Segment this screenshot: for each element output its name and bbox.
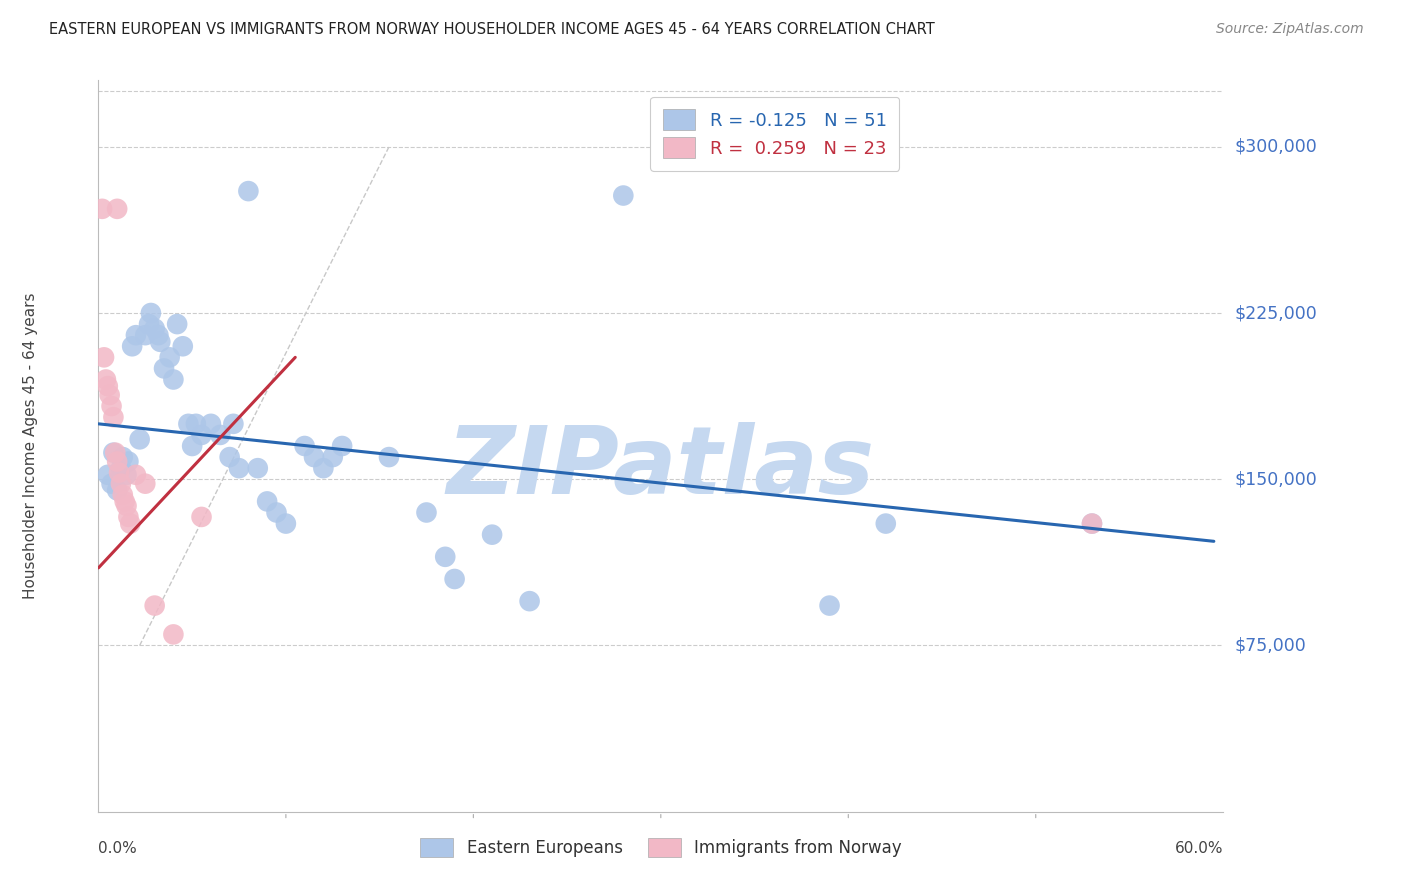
- Point: [125, 328, 148, 343]
- Point: [115, 467, 138, 482]
- Point: [172, 339, 194, 353]
- Point: [443, 572, 465, 586]
- Point: [115, 499, 138, 513]
- Point: [111, 488, 134, 502]
- Text: EASTERN EUROPEAN VS IMMIGRANTS FROM NORWAY HOUSEHOLDER INCOME AGES 45 - 64 YEARS: EASTERN EUROPEAN VS IMMIGRANTS FROM NORW…: [49, 22, 935, 37]
- Point: [322, 450, 344, 464]
- Point: [162, 627, 184, 641]
- Point: [434, 549, 457, 564]
- Point: [94, 372, 117, 386]
- Point: [108, 466, 131, 480]
- Point: [200, 417, 222, 431]
- Point: [415, 506, 437, 520]
- Point: [111, 450, 134, 464]
- Point: [519, 594, 541, 608]
- Point: [294, 439, 316, 453]
- Text: $150,000: $150,000: [1234, 470, 1317, 488]
- Point: [302, 450, 325, 464]
- Text: 0.0%: 0.0%: [98, 841, 138, 856]
- Point: [190, 428, 212, 442]
- Point: [103, 410, 125, 425]
- Point: [218, 450, 240, 464]
- Point: [104, 445, 127, 459]
- Point: [190, 510, 212, 524]
- Point: [149, 334, 172, 349]
- Point: [143, 599, 166, 613]
- Point: [612, 188, 634, 202]
- Point: [139, 306, 162, 320]
- Point: [162, 372, 184, 386]
- Point: [97, 467, 120, 482]
- Point: [134, 476, 156, 491]
- Point: [105, 202, 128, 216]
- Point: [266, 506, 288, 520]
- Text: 60.0%: 60.0%: [1175, 841, 1223, 856]
- Point: [177, 417, 200, 431]
- Point: [98, 388, 121, 402]
- Point: [159, 351, 181, 365]
- Point: [103, 445, 125, 459]
- Point: [100, 476, 122, 491]
- Point: [125, 467, 148, 482]
- Point: [138, 317, 160, 331]
- Point: [209, 428, 232, 442]
- Point: [143, 321, 166, 335]
- Text: Source: ZipAtlas.com: Source: ZipAtlas.com: [1216, 22, 1364, 37]
- Point: [93, 351, 115, 365]
- Point: [228, 461, 250, 475]
- Text: $225,000: $225,000: [1234, 304, 1317, 322]
- Point: [121, 339, 143, 353]
- Point: [378, 450, 401, 464]
- Point: [818, 599, 841, 613]
- Point: [97, 379, 120, 393]
- Point: [117, 454, 139, 468]
- Point: [117, 510, 139, 524]
- Point: [238, 184, 260, 198]
- Point: [134, 328, 156, 343]
- Point: [100, 399, 122, 413]
- Point: [105, 483, 128, 498]
- Point: [312, 461, 335, 475]
- Point: [105, 454, 128, 468]
- Text: Householder Income Ages 45 - 64 years: Householder Income Ages 45 - 64 years: [24, 293, 38, 599]
- Point: [222, 417, 245, 431]
- Point: [110, 476, 132, 491]
- Point: [153, 361, 176, 376]
- Point: [110, 461, 132, 475]
- Point: [148, 328, 170, 343]
- Point: [330, 439, 353, 453]
- Point: [184, 417, 207, 431]
- Point: [274, 516, 297, 531]
- Point: [481, 527, 503, 541]
- Text: $75,000: $75,000: [1234, 637, 1306, 655]
- Point: [114, 494, 136, 508]
- Legend: Eastern Europeans, Immigrants from Norway: Eastern Europeans, Immigrants from Norwa…: [412, 830, 910, 865]
- Point: [166, 317, 188, 331]
- Point: [246, 461, 269, 475]
- Point: [1081, 516, 1104, 531]
- Point: [128, 433, 150, 447]
- Point: [181, 439, 204, 453]
- Point: [256, 494, 278, 508]
- Text: $300,000: $300,000: [1234, 137, 1317, 156]
- Point: [875, 516, 897, 531]
- Text: ZIPatlas: ZIPatlas: [447, 422, 875, 514]
- Point: [1081, 516, 1104, 531]
- Point: [91, 202, 114, 216]
- Point: [120, 516, 142, 531]
